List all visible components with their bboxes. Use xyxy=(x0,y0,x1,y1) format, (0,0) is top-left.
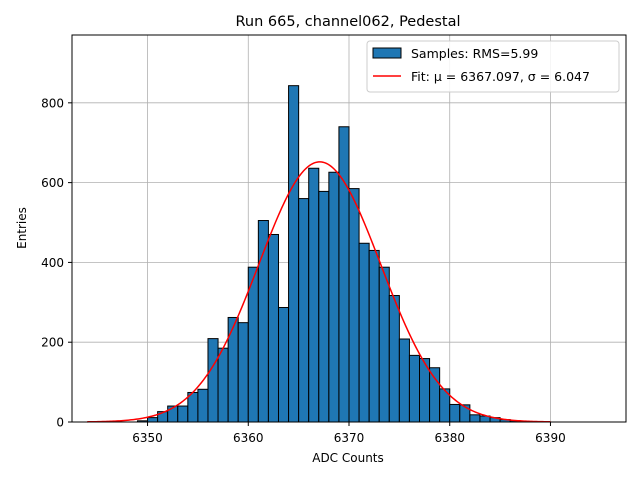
y-axis-ticks: 0 200 400 600 800 xyxy=(41,96,72,430)
x-tick-label: 6370 xyxy=(334,431,365,445)
histogram-bar xyxy=(348,188,360,423)
histogram-bar xyxy=(288,85,300,423)
y-axis-label: Entries xyxy=(15,207,29,249)
histogram-bar xyxy=(207,338,219,423)
x-axis-label: ADC Counts xyxy=(312,451,384,465)
y-tick-label: 800 xyxy=(41,96,64,110)
legend-samples-swatch xyxy=(372,47,402,59)
histogram-bar xyxy=(267,233,279,423)
histogram-bar xyxy=(338,126,350,423)
legend-fit-label: Fit: μ = 6367.097, σ = 6.047 xyxy=(411,69,590,84)
histogram-bars xyxy=(136,85,521,423)
legend: Samples: RMS=5.99 Fit: μ = 6367.097, σ =… xyxy=(366,40,620,93)
histogram-bar xyxy=(328,171,340,423)
histogram-bar xyxy=(247,266,259,423)
chart-title: Run 665, channel062, Pedestal xyxy=(235,14,460,30)
histogram-bar xyxy=(449,403,461,423)
y-tick-label: 0 xyxy=(56,416,64,430)
histogram-bar xyxy=(298,198,310,423)
histogram-bar xyxy=(368,249,380,423)
histogram-bar xyxy=(398,338,410,423)
histogram-bar xyxy=(388,295,400,423)
x-tick-label: 6380 xyxy=(434,431,465,445)
histogram-bar xyxy=(227,316,239,423)
gaussian-fit-curve xyxy=(87,161,551,423)
x-tick-label: 6390 xyxy=(535,431,566,445)
histogram-bar xyxy=(469,414,481,423)
histogram-bar xyxy=(429,367,441,423)
y-tick-label: 400 xyxy=(41,256,64,270)
histogram-bar xyxy=(408,354,421,423)
histogram-bar xyxy=(217,347,229,423)
x-tick-label: 6350 xyxy=(132,431,163,445)
histogram-bar xyxy=(277,306,290,423)
histogram-bar xyxy=(378,266,390,423)
histogram-bar xyxy=(358,242,370,423)
histogram-bar xyxy=(187,391,199,423)
legend-samples-label: Samples: RMS=5.99 xyxy=(411,46,538,61)
histogram-bar xyxy=(308,167,320,423)
x-tick-label: 6360 xyxy=(233,431,264,445)
x-axis-ticks: 6350 6360 6370 6380 6390 xyxy=(132,422,566,445)
histogram-bar xyxy=(197,388,209,423)
y-tick-label: 200 xyxy=(41,336,64,350)
histogram-bar xyxy=(147,417,159,423)
histogram-bar xyxy=(318,190,330,423)
legend-box xyxy=(366,40,620,93)
histogram-bar xyxy=(237,322,249,423)
histogram-bar xyxy=(177,405,189,423)
y-tick-label: 600 xyxy=(41,176,64,190)
